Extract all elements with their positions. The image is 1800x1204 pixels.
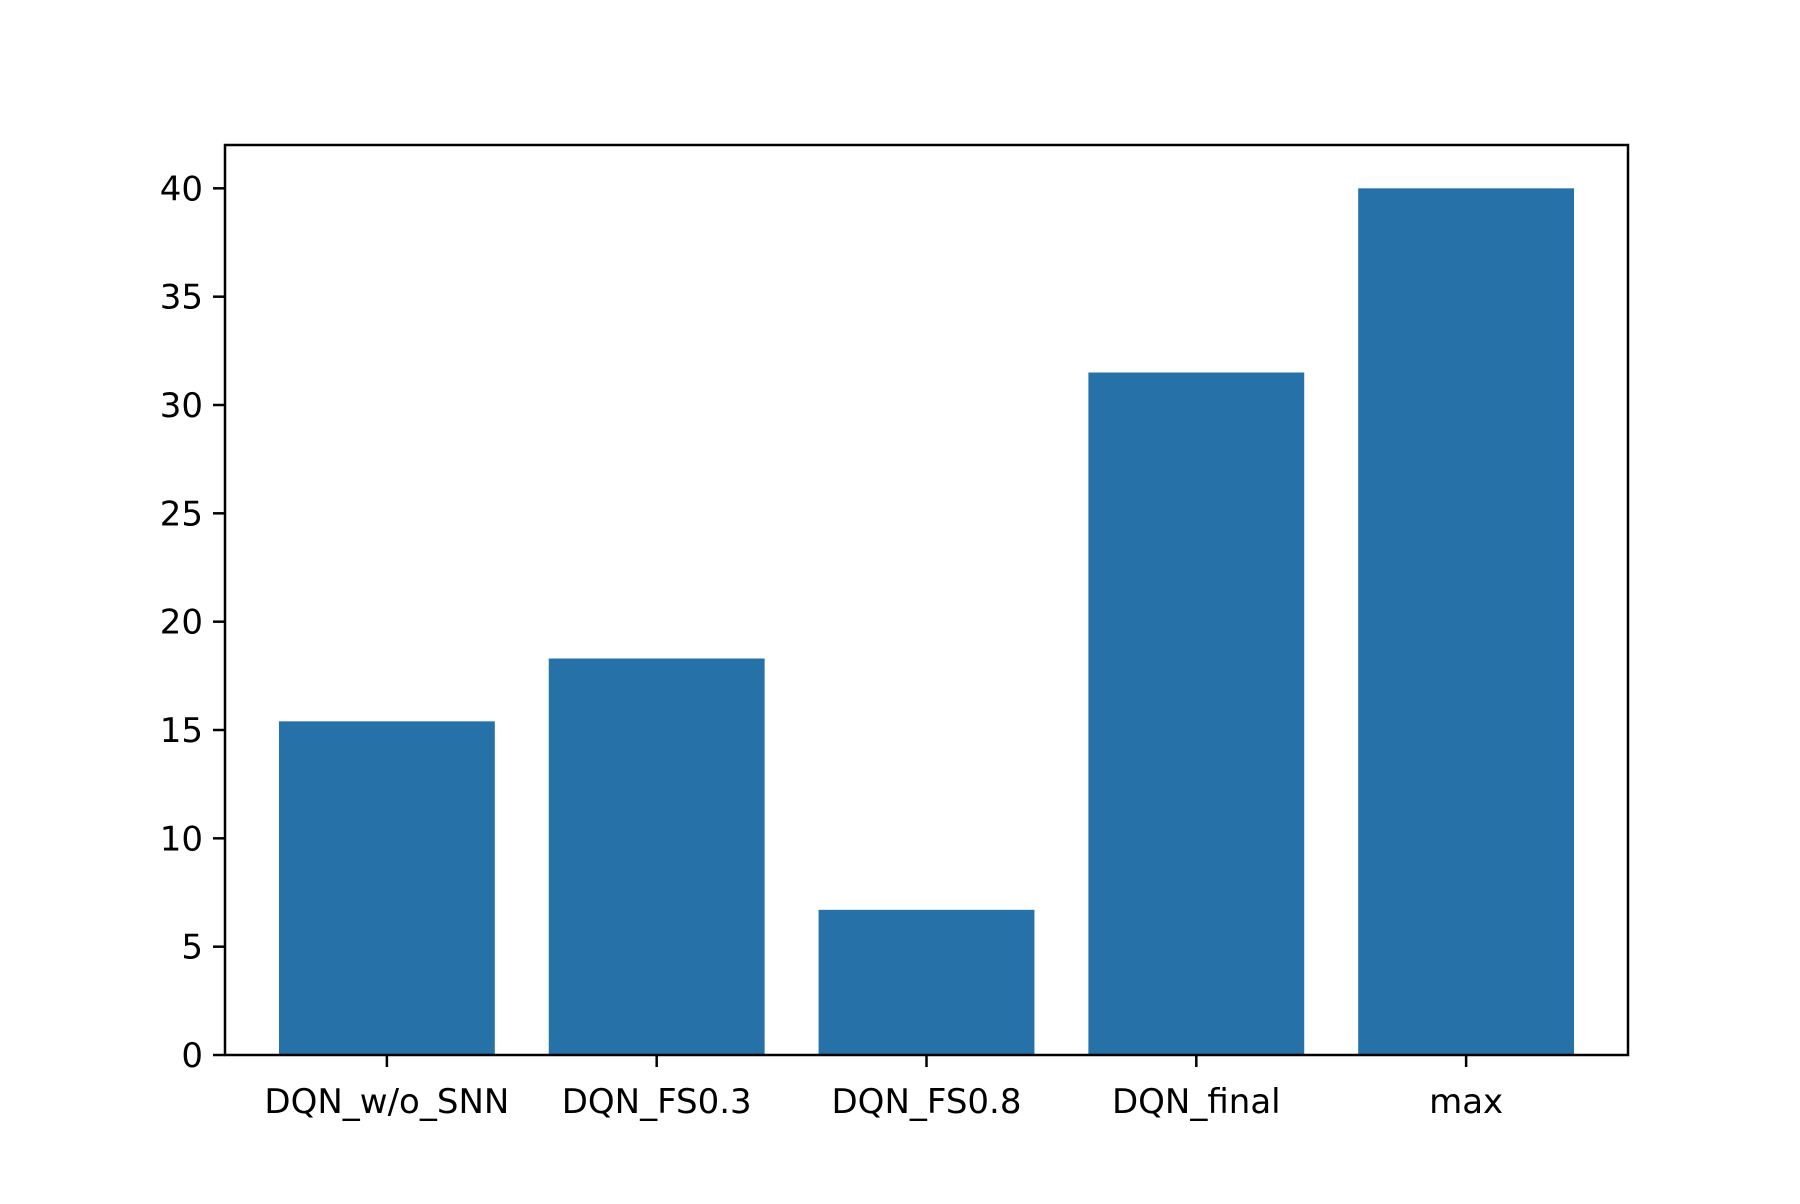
plot-frame <box>223 143 1630 1057</box>
x-tick-label: DQN_FS0.3 <box>562 1082 752 1122</box>
y-tick-label: 10 <box>160 819 203 859</box>
bars-group <box>278 188 1575 1055</box>
x-tick-label: max <box>1429 1082 1503 1122</box>
y-tick-label: 25 <box>160 494 203 534</box>
x-tick-label: DQN_final <box>1112 1082 1281 1122</box>
x-axis: DQN_w/o_SNN DQN_FS0.3 DQN_FS0.8 DQN_final ma… <box>264 1055 1503 1122</box>
y-tick-label: 35 <box>160 278 203 318</box>
y-tick-label: 40 <box>160 169 203 209</box>
y-tick-label: 30 <box>160 386 203 426</box>
bar-3 <box>1088 372 1305 1055</box>
y-axis: 0 5 10 15 20 25 30 35 40 <box>160 169 225 1076</box>
y-tick-label: 20 <box>160 603 203 643</box>
bar-1 <box>548 658 765 1055</box>
bar-4 <box>1358 188 1575 1055</box>
y-tick-label: 5 <box>181 928 203 968</box>
x-tick-label: DQN_FS0.8 <box>832 1082 1022 1122</box>
y-tick-label: 0 <box>181 1036 203 1076</box>
x-tick-label: DQN_w/o_SNN <box>264 1082 509 1122</box>
bar-0 <box>278 721 495 1055</box>
bar-2 <box>818 909 1035 1055</box>
y-tick-label: 15 <box>160 711 203 751</box>
